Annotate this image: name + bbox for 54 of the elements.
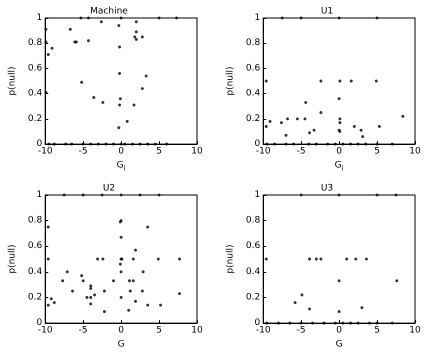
x-tick-label: 0 xyxy=(336,146,342,157)
y-tick-label: 1 xyxy=(36,190,42,200)
x-tick-label: -10 xyxy=(38,146,53,157)
x-tick-label: 0 xyxy=(118,326,124,336)
y-tick-label: 0.8 xyxy=(246,216,260,226)
x-tick-label: 5 xyxy=(374,146,380,157)
x-tick-label: 5 xyxy=(156,146,162,157)
chart-title: Machine xyxy=(90,6,128,16)
y-tick-label: 0 xyxy=(254,139,260,150)
x-tick-label: -10 xyxy=(256,146,271,157)
x-tick-label: 5 xyxy=(156,326,162,336)
y-tick-label: 0.2 xyxy=(246,114,260,124)
y-axis-title: p(null) xyxy=(226,244,236,274)
y-tick-label: 0.2 xyxy=(28,114,42,124)
y-tick-label: 0.6 xyxy=(28,241,42,252)
chart-title: U1 xyxy=(320,6,334,16)
x-tick-label: -10 xyxy=(256,326,271,336)
x-tick-label: -5 xyxy=(78,146,88,157)
x-tick-label: 10 xyxy=(409,146,421,157)
y-tick-label: 0.6 xyxy=(246,241,260,252)
y-tick-label: 0.4 xyxy=(246,88,260,99)
y-tick-label: 0.2 xyxy=(246,292,260,302)
y-tick-label: 0 xyxy=(36,318,42,328)
y-axis-title: p(null) xyxy=(8,66,18,96)
y-tick-label: 0.4 xyxy=(28,88,42,99)
chart-title: U2 xyxy=(102,184,116,194)
y-tick-label: 1 xyxy=(36,13,42,23)
y-axis-title: p(null) xyxy=(226,66,236,96)
y-tick-label: 0.4 xyxy=(246,266,260,277)
x-tick-label: -5 xyxy=(296,146,306,157)
x-tick-label: -10 xyxy=(38,326,53,336)
x-tick-label: 10 xyxy=(191,326,203,336)
x-axis-title: G xyxy=(336,340,343,350)
y-tick-label: 1 xyxy=(254,13,260,23)
chart-title: U3 xyxy=(320,184,334,194)
y-tick-label: 0.6 xyxy=(28,63,42,74)
y-tick-label: 0.8 xyxy=(246,38,260,48)
y-tick-label: 0.8 xyxy=(28,38,42,48)
y-tick-label: 0 xyxy=(36,139,42,150)
y-tick-label: 0.2 xyxy=(28,292,42,302)
x-tick-label: -5 xyxy=(78,326,88,336)
x-tick-label: 10 xyxy=(409,326,421,336)
y-tick-label: 0.8 xyxy=(28,216,42,226)
x-axis-title: G xyxy=(118,340,125,350)
x-tick-label: 5 xyxy=(374,326,380,336)
y-tick-label: 0.6 xyxy=(246,63,260,74)
x-tick-label: -5 xyxy=(296,326,306,336)
x-tick-label: 0 xyxy=(336,326,342,336)
y-tick-label: 1 xyxy=(254,190,260,200)
x-tick-label: 10 xyxy=(191,146,203,157)
y-tick-label: 0 xyxy=(254,318,260,328)
x-tick-label: 0 xyxy=(118,146,124,157)
y-axis-title: p(null) xyxy=(8,244,18,274)
y-tick-label: 0.4 xyxy=(28,266,42,277)
